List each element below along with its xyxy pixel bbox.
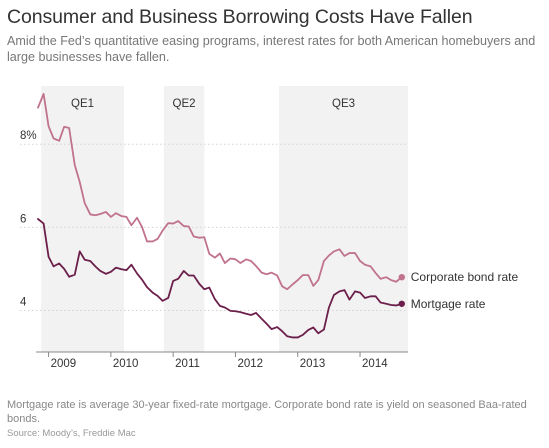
qe-band-label: QE3 — [332, 98, 355, 110]
gridlines — [20, 143, 408, 311]
qe-bands: QE1 QE2 QE3 — [41, 86, 408, 352]
corporate-bond-rate-end-point — [398, 273, 405, 281]
x-tick-label: 2010 — [113, 358, 139, 370]
x-tick-label: 2013 — [300, 358, 326, 370]
y-axis: 8% 6 4 — [20, 130, 37, 308]
qe-band-qe3 — [279, 86, 408, 352]
mortgage-rate-line — [37, 218, 403, 339]
y-tick-label: 4 — [20, 296, 27, 308]
x-tick-label: 2009 — [51, 358, 77, 370]
mortgage-rate-end-point — [398, 300, 405, 307]
x-tick-label: 2012 — [237, 358, 263, 370]
x-axis: 2009 2010 2011 2012 2013 2014 — [36, 351, 408, 370]
series-lines — [37, 93, 405, 339]
qe-band-qe2 — [163, 86, 205, 352]
qe-band-label: QE2 — [173, 98, 196, 110]
x-tick-label: 2011 — [175, 358, 200, 370]
corporate-bond-rate-label: Corporate bond rate — [411, 270, 519, 284]
chart-note: Mortgage rate is average 30-year fixed-r… — [7, 399, 527, 425]
x-tick-label: 2014 — [362, 358, 388, 370]
chart-subtitle: Amid the Fed’s quantitative easing progr… — [7, 34, 536, 64]
mortgage-rate-label: Mortgage rate — [411, 297, 486, 311]
qe-band-label: QE1 — [71, 98, 94, 110]
y-tick-label: 8% — [20, 130, 37, 142]
corporate-bond-rate-line — [37, 93, 403, 291]
qe-band-qe1 — [41, 86, 124, 352]
chart-title: Consumer and Business Borrowing Costs Ha… — [7, 6, 473, 28]
y-tick-label: 6 — [20, 213, 26, 225]
line-chart: QE1 QE2 QE3 8%64 2009 2010 2011 2012 2013 2014 … — [20, 86, 519, 370]
legend: Corporate bond rate Mortgage rate — [411, 270, 519, 311]
chart-source: Source: Moody’s, Freddie Mac — [7, 428, 136, 439]
